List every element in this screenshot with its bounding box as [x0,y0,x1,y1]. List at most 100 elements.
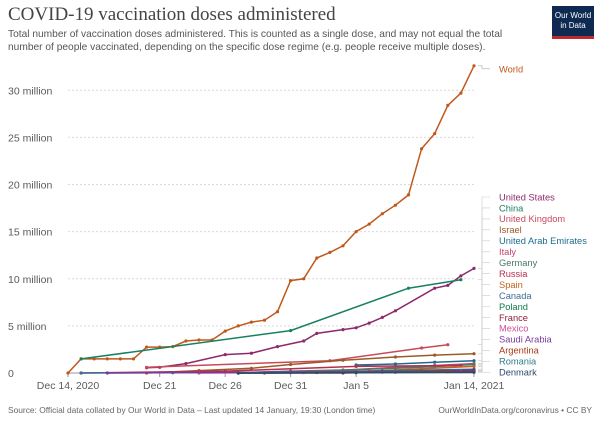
series-world[interactable] [66,64,476,375]
data-point[interactable] [472,370,476,374]
data-point[interactable] [393,203,397,207]
data-point[interactable] [393,309,397,313]
data-point[interactable] [354,371,358,375]
data-point[interactable] [118,357,122,361]
data-point[interactable] [145,365,149,369]
series-china[interactable] [79,278,463,361]
data-point[interactable] [446,283,450,287]
data-point[interactable] [472,352,476,356]
data-point[interactable] [367,222,371,226]
data-point[interactable] [406,193,411,197]
data-point[interactable] [393,355,397,359]
data-point[interactable] [354,230,358,234]
data-point[interactable] [433,360,437,364]
series-label-russia[interactable]: Russia [499,269,528,279]
data-point[interactable] [367,321,371,325]
data-point[interactable] [446,343,450,347]
series-label-denmark[interactable]: Denmark [499,368,537,378]
series-label-spain[interactable]: Spain [499,280,523,290]
series-denmark[interactable] [236,370,476,375]
data-point[interactable] [262,318,267,322]
data-point[interactable] [459,278,463,282]
series-united-states[interactable] [145,266,476,370]
data-point[interactable] [79,371,83,375]
data-point[interactable] [472,359,476,363]
series-label-mexico[interactable]: Mexico [499,324,528,334]
data-point[interactable] [223,353,227,357]
series-label-saudi-arabia[interactable]: Saudi Arabia [499,335,553,345]
data-point[interactable] [223,329,227,333]
license-note[interactable]: OurWorldInData.org/coronavirus • CC BY [438,405,592,415]
data-point[interactable] [249,366,253,370]
series-israel[interactable] [145,352,476,375]
series-label-united-arab-emirates[interactable]: United Arab Emirates [499,236,587,246]
data-point[interactable] [184,362,188,366]
data-point[interactable] [406,286,411,290]
data-point[interactable] [275,345,280,349]
series-label-poland[interactable]: Poland [499,302,528,312]
data-point[interactable] [472,364,476,368]
series-line[interactable] [146,352,475,374]
data-point[interactable] [92,357,96,361]
data-point[interactable] [420,346,424,350]
data-point[interactable] [289,279,293,283]
data-point[interactable] [420,147,424,151]
data-point[interactable] [472,64,476,68]
series-label-canada[interactable]: Canada [499,291,532,301]
data-point[interactable] [354,364,358,368]
data-point[interactable] [393,366,397,370]
series-line[interactable] [67,65,475,374]
data-point[interactable] [289,362,293,367]
data-point[interactable] [341,244,345,248]
data-point[interactable] [145,345,149,349]
data-point[interactable] [249,320,253,324]
series-label-france[interactable]: France [499,313,528,323]
series-label-united-states[interactable]: United States [499,192,555,202]
data-point[interactable] [459,274,463,278]
series-label-united-kingdom[interactable]: United Kingdom [499,214,565,224]
data-point[interactable] [433,353,437,357]
data-point[interactable] [275,310,280,314]
data-point[interactable] [380,212,384,216]
data-point[interactable] [197,338,201,342]
data-point[interactable] [354,326,358,330]
data-point[interactable] [341,328,345,332]
data-point[interactable] [302,277,306,281]
data-point[interactable] [341,358,345,362]
data-point[interactable] [289,329,293,333]
data-point[interactable] [302,339,306,343]
data-point[interactable] [105,371,109,375]
data-point[interactable] [380,315,384,319]
data-point[interactable] [236,324,240,328]
data-point[interactable] [433,132,437,136]
series-label-argentina[interactable]: Argentina [499,346,540,356]
data-point[interactable] [433,286,437,290]
owid-logo[interactable]: Our World in Data [552,6,594,39]
data-point[interactable] [328,250,332,254]
series-line[interactable] [80,278,462,360]
data-point[interactable] [446,103,450,107]
data-point[interactable] [66,371,70,375]
series-label-italy[interactable]: Italy [499,247,516,257]
data-point[interactable] [472,266,476,270]
data-point[interactable] [459,91,463,95]
data-point[interactable] [236,371,240,375]
data-point[interactable] [79,357,83,361]
series-label-world[interactable]: World [499,64,523,74]
series-line[interactable] [146,343,448,369]
series-label-germany[interactable]: Germany [499,258,538,268]
data-point[interactable] [131,357,136,361]
data-point[interactable] [315,331,319,335]
data-point[interactable] [249,351,253,355]
series-line[interactable] [356,359,475,366]
series-label-romania[interactable]: Romania [499,357,537,367]
data-point[interactable] [105,357,109,361]
data-point[interactable] [315,256,319,260]
data-point[interactable] [184,339,188,343]
series-label-israel[interactable]: Israel [499,225,522,235]
series-label-china[interactable]: China [499,203,524,213]
series-united-arab-emirates[interactable] [354,359,476,367]
data-point[interactable] [393,362,397,366]
series-line[interactable] [146,267,475,369]
